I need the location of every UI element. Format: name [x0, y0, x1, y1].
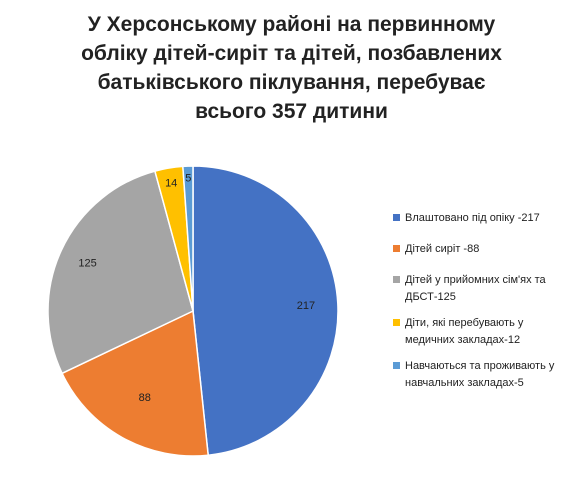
pie-slice — [182, 165, 194, 312]
title-line: обліку дітей-сиріт та дітей, позбавлених — [81, 42, 502, 65]
legend-swatch — [393, 245, 400, 252]
pie-slice — [61, 309, 210, 457]
legend-label: навчальних закладах-5 — [405, 377, 524, 389]
data-label: 217 — [297, 300, 315, 312]
legend-swatch — [393, 214, 400, 221]
legend-item: Дітей у прийомних сім'ях та ДБСТ-125 — [393, 272, 578, 306]
legend-label: Дітей сиріт -88 — [405, 243, 480, 255]
chart-title: У Херсонському районі на первинному облі… — [0, 10, 583, 126]
title-line: всього 357 дитини — [195, 100, 388, 123]
legend-item: Діти, які перебувають у медичних закладах… — [393, 315, 578, 349]
pie-slice — [192, 165, 339, 457]
data-label: 14 — [165, 177, 177, 189]
legend-label: Навчаються та проживають у — [405, 360, 555, 372]
legend-label: ДБСТ-125 — [405, 291, 456, 303]
legend-item: Влаштовано під опіку -217 — [393, 210, 578, 227]
legend-label: медичних закладах-12 — [405, 334, 521, 346]
title-line: У Херсонському районі на первинному — [87, 13, 496, 36]
legend-swatch — [393, 276, 400, 283]
legend-item: Дітей сиріт -88 — [393, 241, 578, 258]
data-label: 88 — [139, 392, 151, 404]
legend-swatch — [393, 362, 400, 369]
legend-item: Навчаються та проживають у навчальних зак… — [393, 358, 578, 392]
pie-slice — [47, 170, 194, 375]
data-label: 125 — [78, 258, 96, 270]
legend-swatch — [393, 319, 400, 326]
legend-label: Діти, які перебувають у — [405, 317, 524, 329]
legend-label: Влаштовано під опіку -217 — [405, 212, 540, 224]
title-line: батьківського піклування, перебуває — [97, 71, 486, 94]
data-label: 5 — [185, 173, 191, 185]
legend: Влаштовано під опіку -217 Дітей сиріт -88… — [393, 210, 578, 392]
legend-label: Дітей у прийомних сім'ях та — [405, 274, 546, 286]
